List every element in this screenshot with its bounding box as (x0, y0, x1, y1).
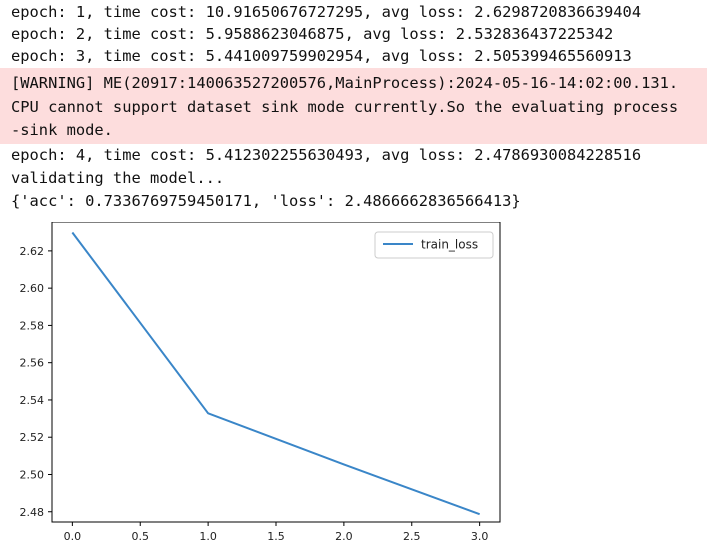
x-tick-label: 2.0 (335, 530, 353, 543)
y-tick-label: 2.52 (20, 431, 45, 444)
warning-block: [WARNING] ME(20917:140063527200576,MainP… (0, 68, 707, 144)
y-axis-ticks: 2.48 2.50 2.52 2.54 2.56 2.58 2.60 2.62 (20, 245, 52, 519)
stdout-line-eval-result: {'acc': 0.7336769759450171, 'loss': 2.48… (11, 192, 521, 210)
y-tick-label: 2.48 (20, 506, 45, 519)
x-tick-label: 0.0 (64, 530, 82, 543)
stdout-line-epoch-1: epoch: 1, time cost: 10.91650676727295, … (11, 3, 642, 21)
x-tick-label: 2.5 (403, 530, 421, 543)
legend: train_loss (374, 231, 494, 259)
y-tick-label: 2.58 (20, 319, 45, 332)
x-tick-label: 1.0 (199, 530, 217, 543)
legend-box (374, 231, 494, 259)
x-tick-label: 1.5 (267, 530, 285, 543)
stdout-line-epoch-2: epoch: 2, time cost: 5.9588623046875, av… (11, 25, 614, 43)
loss-plot: 0.0 0.5 1.0 1.5 2.0 2.5 3.0 2.48 2.50 2.52 2.54 2.… (0, 222, 707, 558)
y-tick-label: 2.54 (20, 394, 45, 407)
series-lines (71, 231, 480, 516)
stdout-line-epoch-4: epoch: 4, time cost: 5.412302255630493, … (11, 146, 642, 164)
y-tick-label: 2.50 (20, 468, 45, 481)
series-line-train-loss (71, 231, 480, 516)
x-tick-label: 3.0 (471, 530, 489, 543)
warning-line-1: [WARNING] ME(20917:140063527200576,MainP… (11, 74, 679, 92)
stdout-line-epoch-3: epoch: 3, time cost: 5.441009759902954, … (11, 47, 632, 65)
y-tick-label: 2.60 (20, 282, 45, 295)
stdout-line-validating: validating the model... (11, 169, 225, 187)
y-tick-label: 2.56 (20, 357, 45, 370)
warning-line-3: -sink mode. (11, 121, 113, 139)
plot-frame (51, 222, 501, 523)
loss-chart-svg: 0.0 0.5 1.0 1.5 2.0 2.5 3.0 2.482.502.522.542.… (20, 222, 501, 543)
legend-label-train-loss: train_loss (421, 238, 478, 252)
x-tick-label: 0.5 (131, 530, 149, 543)
warning-line-2: CPU cannot support dataset sink mode cur… (11, 98, 679, 116)
y-tick-label: 2.62 (20, 245, 45, 258)
x-axis-ticks: 0.0 0.5 1.0 1.5 2.0 2.5 3.0 (64, 522, 489, 543)
